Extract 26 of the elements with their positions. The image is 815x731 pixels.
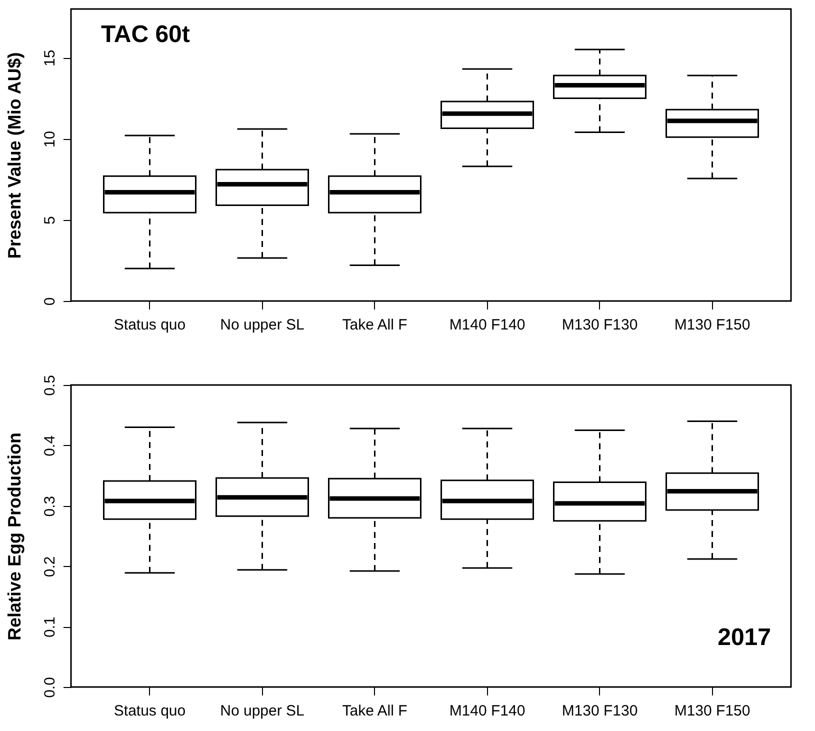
x-tick-label: M140 F140 — [449, 316, 526, 334]
y-tick-label: 0.1 — [42, 616, 58, 638]
x-tick-label: Status quo — [114, 702, 186, 720]
annotation: TAC 60t — [101, 21, 190, 48]
x-tick-label: No upper SL — [220, 702, 304, 720]
y-tick-label: 10 — [42, 130, 58, 148]
x-tick-label: Status quo — [114, 316, 186, 334]
y-tick-label: 0 — [42, 297, 58, 306]
x-tick-label: M130 F150 — [674, 702, 750, 720]
x-tick-label: M130 F130 — [562, 316, 638, 334]
x-tick-label: Take All F — [342, 702, 408, 720]
x-tick-label: No upper SL — [220, 316, 304, 334]
x-tick-label: M130 F150 — [674, 316, 750, 334]
x-tick-label: Take All F — [342, 316, 408, 334]
y-tick-label: 5 — [42, 216, 58, 225]
y-tick-label: 15 — [42, 50, 58, 67]
y-tick-label: 0.0 — [42, 677, 58, 698]
y-tick-label: 0.3 — [42, 496, 58, 517]
y-tick-label: 0.5 — [42, 375, 58, 396]
y-tick-label: 0.4 — [42, 435, 58, 456]
annotation: 2017 — [718, 624, 771, 651]
x-tick-label: M140 F140 — [449, 702, 526, 720]
x-tick-label: M130 F130 — [562, 702, 638, 720]
y-tick-label: 0.2 — [42, 556, 58, 578]
y-axis-title: Relative Egg Production — [4, 432, 24, 641]
y-axis-title: Present Value (Mio AU$) — [4, 52, 24, 259]
